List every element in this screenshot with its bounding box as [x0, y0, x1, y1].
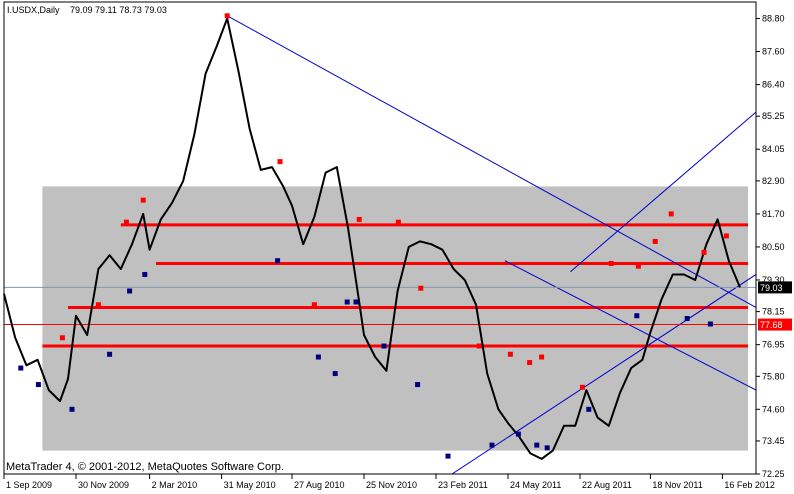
trendline	[504, 260, 756, 391]
swing-high-marker	[539, 354, 545, 360]
x-tick-label: 16 Feb 2012	[724, 480, 775, 490]
x-tick-label: 31 May 2010	[224, 480, 276, 490]
y-tick-label: 88.80	[762, 14, 785, 24]
y-axis: 88.80 87.60 86.40 85.25 84.05 82.90 81.70 80.50…	[756, 14, 792, 479]
swing-low-marker	[142, 271, 148, 277]
swing-high-marker	[527, 360, 533, 366]
y-tick-label: 87.60	[762, 47, 785, 57]
trendlines-layer	[226, 15, 756, 474]
marked-level-tag-box	[758, 318, 792, 331]
swing-high-marker	[507, 351, 513, 357]
y-tick-label: 74.60	[762, 404, 785, 414]
markers-layer	[18, 13, 729, 459]
swing-low-marker	[69, 406, 75, 412]
y-tick-label: 80.50	[762, 242, 785, 252]
marked-level-tag-text: 77.68	[760, 320, 783, 330]
swing-high-marker	[476, 343, 482, 349]
swing-low-marker	[515, 431, 521, 437]
swing-low-marker	[445, 453, 451, 459]
trendline	[226, 15, 756, 308]
bid-line-layer	[4, 286, 756, 326]
x-tick-label: 1 Sep 2009	[6, 480, 52, 490]
y-tick-label: 86.40	[762, 80, 785, 90]
swing-high-marker	[95, 302, 101, 308]
chart-title: I.USDX,Daily	[7, 5, 60, 15]
x-tick-label: 24 May 2011	[510, 480, 561, 490]
swing-high-marker	[311, 302, 317, 308]
y-tick-label: 85.25	[762, 111, 785, 121]
swing-high-marker	[395, 219, 401, 225]
y-tick-label: 75.80	[762, 371, 785, 381]
swing-low-marker	[275, 258, 281, 264]
swing-high-marker	[608, 260, 614, 266]
x-axis: 1 Sep 2009 30 Nov 2009 2 Mar 2010 31 May 20…	[3, 474, 775, 490]
swing-high-marker	[224, 13, 230, 19]
price-line	[3, 17, 741, 460]
shaded-zone	[42, 186, 748, 451]
current-price-tag-box	[758, 281, 792, 294]
y-tick-label: 81.70	[762, 209, 785, 219]
swing-low-marker	[332, 371, 338, 377]
swing-low-marker	[544, 445, 550, 451]
swing-low-marker	[489, 442, 495, 448]
swing-high-marker	[579, 384, 585, 390]
y-tick-label: 73.45	[762, 436, 785, 446]
y-tick-label: 78.15	[762, 307, 785, 317]
swing-high-marker	[635, 263, 641, 269]
x-tick-label: 23 Feb 2011	[438, 480, 488, 490]
swing-high-marker	[701, 249, 707, 255]
swing-low-marker	[415, 382, 421, 388]
swing-low-marker	[18, 365, 24, 371]
swing-low-marker	[35, 382, 41, 388]
x-tick-label: 25 Nov 2010	[366, 480, 417, 490]
x-tick-label: 18 Nov 2011	[652, 480, 702, 490]
swing-low-marker	[381, 343, 387, 349]
y-tick-label: 84.05	[762, 144, 785, 154]
x-tick-label: 27 Aug 2010	[294, 480, 345, 490]
swing-low-marker	[684, 316, 690, 322]
trendline	[451, 274, 756, 474]
swing-low-marker	[127, 288, 133, 294]
trendline	[570, 111, 756, 273]
swing-high-marker	[123, 219, 129, 225]
swing-low-marker	[344, 299, 350, 305]
ohlc-readout: 79.09 79.11 78.73 79.03	[70, 5, 167, 15]
swing-high-marker	[668, 211, 674, 217]
swing-high-marker	[418, 285, 424, 291]
swing-high-marker	[59, 335, 65, 341]
swing-high-marker	[652, 238, 658, 244]
swing-low-marker	[707, 321, 713, 327]
swing-high-marker	[356, 216, 362, 222]
x-tick-label: 30 Nov 2009	[78, 480, 129, 490]
swing-high-marker	[723, 233, 729, 239]
swing-low-marker	[315, 354, 321, 360]
copyright-text: MetaTrader 4, © 2001-2012, MetaQuotes So…	[6, 461, 284, 473]
levels-layer	[42, 223, 748, 348]
y-tick-label: 79.30	[762, 275, 785, 285]
plot-frame	[3, 1, 757, 475]
y-tick-label: 76.95	[762, 340, 785, 350]
swing-high-marker	[140, 197, 146, 203]
x-tick-label: 22 Aug 2011	[582, 480, 632, 490]
price-layer	[3, 17, 741, 460]
y-tick-label: 72.25	[762, 469, 785, 479]
y-tick-label: 82.90	[762, 176, 785, 186]
x-tick-label: 2 Mar 2010	[152, 480, 198, 490]
swing-high-marker	[277, 159, 283, 165]
swing-low-marker	[634, 313, 640, 319]
swing-low-marker	[107, 351, 113, 357]
current-price-tag-text: 79.03	[760, 283, 783, 293]
swing-low-marker	[353, 299, 359, 305]
swing-low-marker	[586, 406, 592, 412]
zone-layer	[42, 186, 748, 451]
swing-low-marker	[534, 442, 540, 448]
